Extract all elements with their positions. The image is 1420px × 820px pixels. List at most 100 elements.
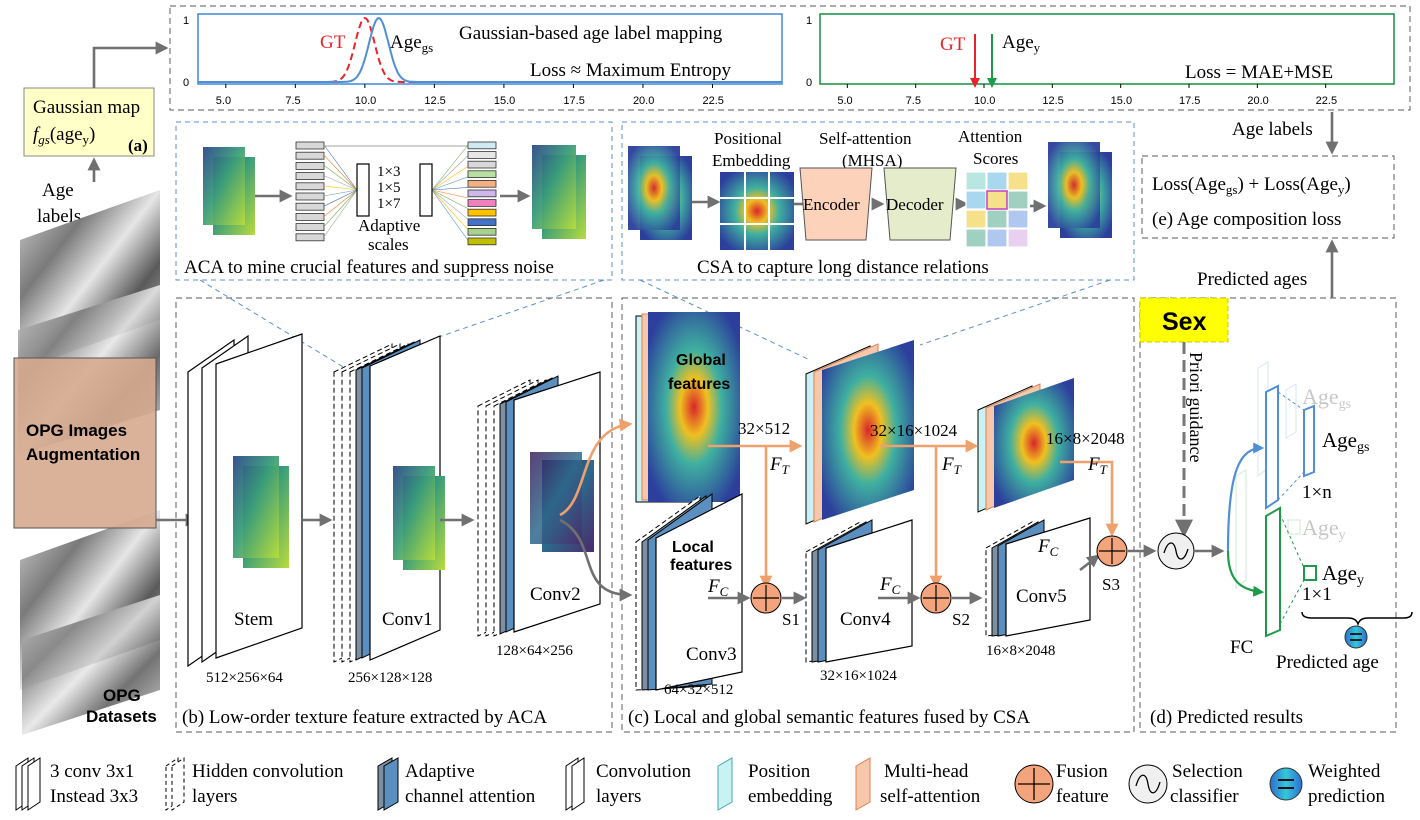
legend-weighted-line1: Weighted [1308,761,1381,782]
s3-label: S3 [1102,575,1120,594]
conv5-label: Conv5 [1016,586,1067,607]
legend-weighted-line2: prediction [1308,786,1386,807]
right-loss-text: Loss = MAE+MSE [1185,62,1333,83]
left-chart-title: Gaussian-based age label mapping [459,23,723,44]
left-gt-label: GT [320,32,346,53]
loss-box [1141,155,1395,239]
legend-conv-line2: layers [596,786,641,807]
gaussian-map-title: Gaussian map [33,97,140,118]
conv4-label: Conv4 [840,609,891,630]
conv2-block [477,371,601,637]
legend-hidden-line2: layers [192,786,237,807]
attn-scores-line2: Scores [973,149,1018,168]
local-features-line1: Local [672,539,714,556]
age-labels-left-line1: Age [42,180,74,201]
right-x-tick-4: 15.0 [1111,95,1132,107]
aca-adaptive-line1: Adaptive [358,216,420,235]
right-x-tick-1: 7.5 [906,95,921,107]
positional-embedding-grid [720,172,794,250]
attn-scores-line1: Attention [958,127,1023,146]
aca-output-feature [532,145,586,239]
legend-3conv-line2: Instead 3x3 [50,786,138,807]
encoder-block [799,167,873,241]
csa-caption: CSA to capture long distance relations [697,257,989,278]
conv2-dim: 128×64×256 [496,643,573,659]
legend-conv-line1: Convolution [596,761,692,782]
legend-icon-fusion [1014,764,1054,804]
conv1-block [333,335,445,663]
s1-label: S1 [782,610,800,629]
right-gt-label: GT [940,34,966,55]
legend-icon-mhsa [855,757,871,811]
aca-kernel-3: 1×7 [377,196,401,212]
age-gs-gaussian-curve [198,16,782,83]
selector-to-gs-branch [1226,442,1265,552]
conv3-block [635,493,743,691]
legend-selection-line1: Selection [1172,761,1243,782]
fc-y-layer [1265,506,1317,638]
legend-icon-pos [717,757,733,811]
conv2-to-local-arrow [559,518,633,602]
gaussian-map-formula: fgs(agey) [33,124,95,147]
global-features-line1: Global [676,352,726,369]
panel-d-frame [1139,297,1397,733]
local-features-line2: features [670,557,732,574]
aca-kernel-2: 1×5 [377,180,400,196]
legend-mhsa-line1: Multi-head [884,761,969,782]
svg-text:Agegs: Agegs [1302,384,1351,412]
legend-icon-weighted [1269,767,1303,801]
one-by-one-label: 1×1 [1302,584,1332,605]
left-x-tick-4: 15.0 [494,95,515,107]
conv1-label: Conv1 [382,609,433,630]
global3-to-s3 [1060,460,1119,537]
age-labels-right: Age labels [1232,119,1313,140]
age-gs-output-label: Agegs [1322,428,1369,455]
legend-pos-line2: embedding [748,786,833,807]
datasets-line1: OPG [103,686,141,705]
stem-label: Stem [234,609,273,630]
age-y-output-label: Agey [1322,561,1364,588]
fc-gs-layer [1265,384,1315,510]
legend: 3 conv 3x1 Instead 3x3 Hidden convolutio… [15,757,1386,811]
right-x-tick-0: 5.0 [837,95,852,107]
left-x-tick-1: 7.5 [285,95,300,107]
datasets-line2: Datasets [86,707,157,726]
legend-fusion-line2: feature [1056,786,1109,807]
weighted-prediction-ball [1344,625,1368,649]
right-chart: 5.0 7.5 10.0 12.5 15.0 17.5 20.0 22.5 1 0 GT Ag… [806,13,1395,107]
ft-label-1: FT [769,454,790,477]
gaussian-map-box [23,87,155,157]
legend-icon-3conv [15,757,41,811]
priori-guidance-label: Priori guidance [1186,352,1206,462]
global-features-line2: features [668,376,730,393]
s2-label: S2 [952,610,970,629]
left-x-tick-6: 20.0 [633,95,654,107]
right-y-tick-1: 1 [806,15,812,27]
panel-b-frame [175,297,613,733]
legend-pos-line1: Position [748,761,811,782]
svg-text:Agey: Agey [1302,515,1346,543]
aca-kernel-bar-left [356,163,370,217]
fusion-s1 [750,582,782,614]
conv5-to-s3 [1079,554,1101,572]
left-age-gs-label: Agegs [390,32,433,55]
csa-connector-right [919,279,1111,346]
fusion-s2 [920,582,952,614]
fc-label-2: FC [879,574,901,597]
stem-block [187,333,303,668]
left-y-tick-0: 0 [183,77,189,89]
stem-dim: 512×256×64 [206,670,283,686]
aca-kernel-bar-right [419,163,433,217]
left-x-tick-3: 12.5 [424,95,445,107]
conv4-block [805,519,913,663]
conv2-to-global-arrow [559,418,633,517]
right-chart-frame [819,13,1395,85]
selection-classifier [1157,532,1195,570]
right-age-y-label: Agey [1002,32,1041,55]
global-feature-stack-1 [635,312,740,503]
left-loss-text: Loss ≈ Maximum Entropy [530,60,731,81]
conv3-label: Conv3 [686,644,737,665]
predicted-age-label: Predicted age [1276,652,1379,673]
panel-c-frame [621,297,1135,733]
fusion-s3 [1096,535,1128,567]
